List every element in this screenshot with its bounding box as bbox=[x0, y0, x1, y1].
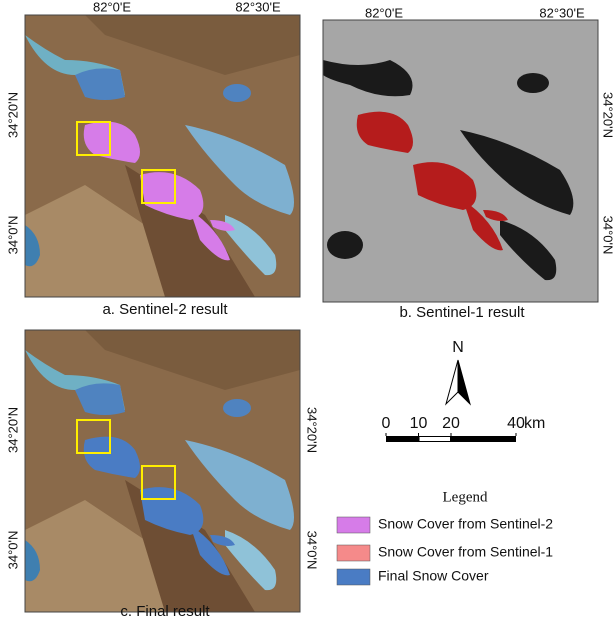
lon-label: 82°0'E bbox=[365, 5, 403, 20]
lat-label: 34°0'N bbox=[5, 216, 20, 255]
north-arrow bbox=[446, 360, 470, 404]
lat-label: 34°20'N bbox=[601, 92, 614, 138]
legend: Snow Cover from Sentinel-2 Snow Cover fro… bbox=[337, 516, 553, 585]
scale-segment bbox=[420, 437, 451, 441]
caption: c. Final result bbox=[120, 603, 210, 620]
caption: a. Sentinel-2 result bbox=[102, 301, 228, 318]
map-panel-a bbox=[25, 15, 300, 297]
map-panel-b bbox=[323, 20, 598, 302]
map-panel-c bbox=[25, 330, 300, 612]
scale-label: 20 bbox=[442, 415, 460, 432]
lat-label: 34°0'N bbox=[5, 531, 20, 570]
lat-label: 34°0'N bbox=[601, 216, 614, 255]
scale-label: 40 bbox=[507, 415, 525, 432]
north-label: N bbox=[452, 339, 464, 356]
legend-label: Snow Cover from Sentinel-2 bbox=[378, 516, 553, 532]
legend-label: Snow Cover from Sentinel-1 bbox=[378, 544, 553, 560]
scale-outline bbox=[386, 436, 516, 442]
scale-label: 0 bbox=[382, 415, 391, 432]
scale-label: 10 bbox=[410, 415, 428, 432]
lon-label: 82°0'E bbox=[93, 0, 131, 14]
lat-label: 34°20'N bbox=[305, 407, 320, 453]
legend-swatch bbox=[337, 569, 370, 585]
legend-swatch bbox=[337, 545, 370, 561]
scale-unit: km bbox=[524, 415, 545, 432]
lon-label: 82°30'E bbox=[539, 5, 585, 20]
figure: 82°0'E 82°30'E 34°20'N 34°0'N a. Sentine… bbox=[0, 0, 614, 623]
legend-swatch bbox=[337, 517, 370, 533]
lat-label: 34°0'N bbox=[305, 531, 320, 570]
lat-label: 34°20'N bbox=[5, 407, 20, 453]
legend-title: Legend bbox=[443, 489, 488, 505]
legend-label: Final Snow Cover bbox=[378, 568, 489, 584]
lat-label: 34°20'N bbox=[5, 92, 20, 138]
caption: b. Sentinel-1 result bbox=[399, 304, 525, 321]
lon-label: 82°30'E bbox=[235, 0, 281, 14]
